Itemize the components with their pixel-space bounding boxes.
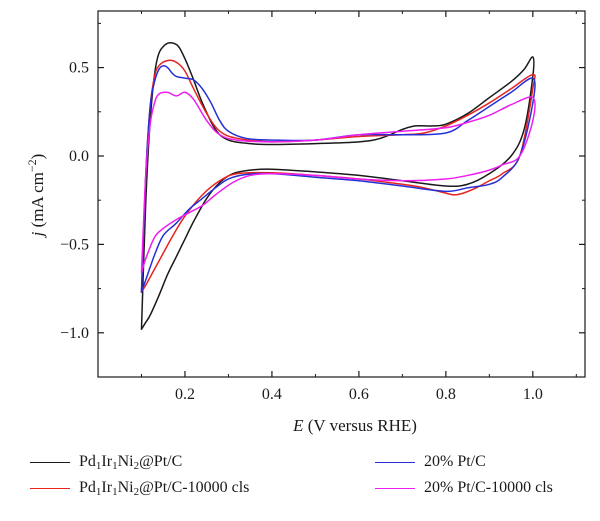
legend-item-pd-ir-ni-pt-c: Pd1Ir1Ni2@Pt/C [30,451,182,473]
x-tick-label: 0.2 [175,386,195,403]
y-tick-label: −0.5 [60,236,89,253]
plot-frame [97,10,586,378]
y-axis-unit: (mA cm [28,172,47,232]
series-line-3 [140,65,536,293]
x-axis-unit: (V versus RHE) [303,416,416,435]
y-axis-close: ) [28,154,47,160]
series-line-2 [140,59,536,293]
series-line-1 [140,41,535,331]
legend-item-20pct-pt-c-10000-cls: 20% Pt/C-10000 cls [375,477,553,499]
y-axis-exponent: −2 [25,159,39,172]
legend-item-pd-ir-ni-pt-c-10000-cls: Pd1Ir1Ni2@Pt/C-10000 cls [30,477,249,499]
y-axis-title: j (mA cm−2) [25,154,47,239]
x-axis-symbol: E [292,416,304,435]
legend-label: Pd1Ir1Ni2@Pt/C [79,452,183,472]
series-line-4 [140,91,536,274]
chart-svg: 0.2 0.4 0.6 0.8 1.0 0.5 0.0 −0.5 −1.0 j (mA cm−2… [25,10,586,435]
y-tick-label: 0.5 [69,60,89,77]
x-tick-label: 0.8 [436,386,456,403]
x-tick-label: 0.6 [349,386,369,403]
legend-label: 20% Pt/C-10000 cls [424,479,553,496]
x-axis-title: E (V versus RHE) [292,416,417,435]
legend: Pd1Ir1Ni2@Pt/C Pd1Ir1Ni2@Pt/C-10000 cls … [30,451,590,511]
legend-swatch [375,461,415,463]
series-layer [140,41,536,331]
y-tick-label: 0.0 [69,148,89,165]
legend-swatch [375,487,415,489]
y-tick-label: −1.0 [60,325,89,342]
legend-label: Pd1Ir1Ni2@Pt/C-10000 cls [79,478,250,498]
y-axis-symbol: j [28,231,47,238]
legend-swatch [30,461,70,463]
axis-ticks: 0.2 0.4 0.6 0.8 1.0 0.5 0.0 −0.5 −1.0 [60,11,585,403]
legend-item-20pct-pt-c: 20% Pt/C [375,451,486,473]
x-tick-label: 0.4 [262,386,282,403]
x-tick-label: 1.0 [523,386,543,403]
legend-swatch [30,487,70,489]
legend-label: 20% Pt/C [424,453,486,470]
